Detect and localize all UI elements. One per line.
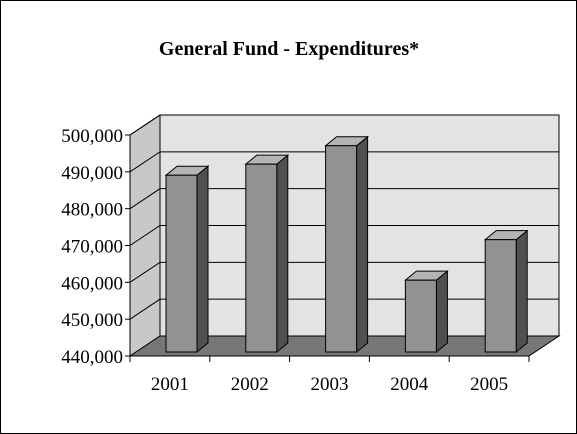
y-tick-label: 480,000 — [61, 200, 123, 221]
bars — [164, 135, 529, 354]
x-tick-label: 2004 — [390, 374, 429, 395]
y-tick-label: 500,000 — [61, 126, 123, 147]
x-axis-ticks: 2001 2002 2003 2004 2005 — [129, 355, 530, 395]
bar-front — [404, 279, 437, 353]
x-tick-label: 2001 — [151, 374, 189, 395]
y-tick-label: 460,000 — [61, 273, 123, 294]
bar — [244, 154, 290, 354]
bar-front — [484, 239, 517, 353]
y-tick-label: 440,000 — [61, 347, 123, 368]
bar-side — [356, 135, 369, 354]
bar-front — [165, 174, 198, 353]
x-tick-label: 2005 — [470, 374, 508, 395]
bar-front — [325, 145, 358, 353]
y-tick-label: 490,000 — [61, 163, 123, 184]
bar — [483, 229, 529, 354]
y-tick-label: 470,000 — [61, 237, 123, 258]
bar — [403, 270, 449, 354]
gridline — [129, 188, 559, 210]
bar — [164, 165, 210, 354]
x-tick-label: 2002 — [231, 374, 269, 395]
y-tick-label: 450,000 — [61, 310, 123, 331]
chart-title: General Fund - Expenditures* — [159, 38, 419, 60]
bar-side — [196, 165, 209, 354]
bar-side — [435, 270, 448, 354]
x-tick-label: 2003 — [311, 374, 349, 395]
bar-front — [245, 163, 278, 353]
bar-side — [515, 229, 528, 354]
bar-side — [276, 154, 289, 354]
bar — [324, 135, 370, 354]
gridline — [129, 151, 559, 173]
y-axis-ticks: 440,000 450,000 460,000 470,000 480,000 490,0… — [61, 126, 131, 368]
gridline — [129, 261, 559, 283]
gridline — [129, 114, 559, 136]
gridline — [129, 225, 559, 246]
